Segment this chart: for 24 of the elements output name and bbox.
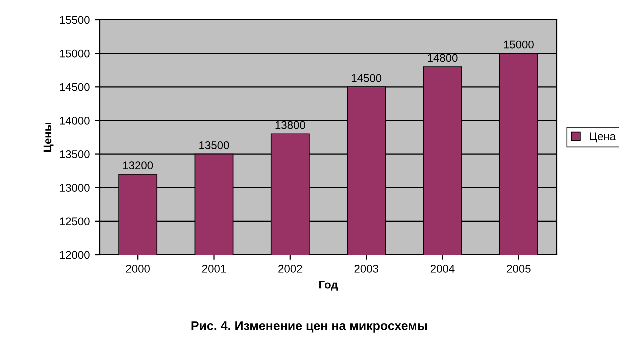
y-tick-label: 12000 [60, 251, 90, 260]
legend-label: Цена [590, 132, 616, 143]
text: Рис. 4. Изменение цен на микросхемы [192, 322, 428, 333]
y-tick-label: 14000 [60, 116, 90, 125]
x-tick-label: 2003 [354, 265, 378, 273]
y-tick-label: 15000 [60, 50, 90, 58]
y-tick-label: 15500 [60, 16, 90, 24]
y-tick-label: 14500 [60, 83, 90, 92]
x-tick-label: 2002 [278, 265, 302, 273]
y-axis-title: Цены [44, 122, 54, 152]
x-tick-label: 2000 [126, 265, 150, 273]
data-label: 14800 [428, 54, 458, 62]
y-tick-label: 13000 [60, 184, 90, 192]
y-tick-label: 12500 [60, 218, 90, 226]
x-tick-label: 2004 [430, 265, 455, 273]
y-tick-label: 13500 [60, 150, 90, 158]
x-tick-label: 2005 [507, 265, 531, 273]
data-label: 14500 [352, 74, 382, 82]
data-label: 13800 [276, 121, 306, 130]
data-label: 13500 [200, 142, 230, 150]
data-label: 15000 [504, 40, 534, 49]
data-label: 13200 [123, 162, 154, 170]
x-tick-label: 2001 [202, 265, 226, 273]
x-axis-title: Год [320, 281, 338, 291]
